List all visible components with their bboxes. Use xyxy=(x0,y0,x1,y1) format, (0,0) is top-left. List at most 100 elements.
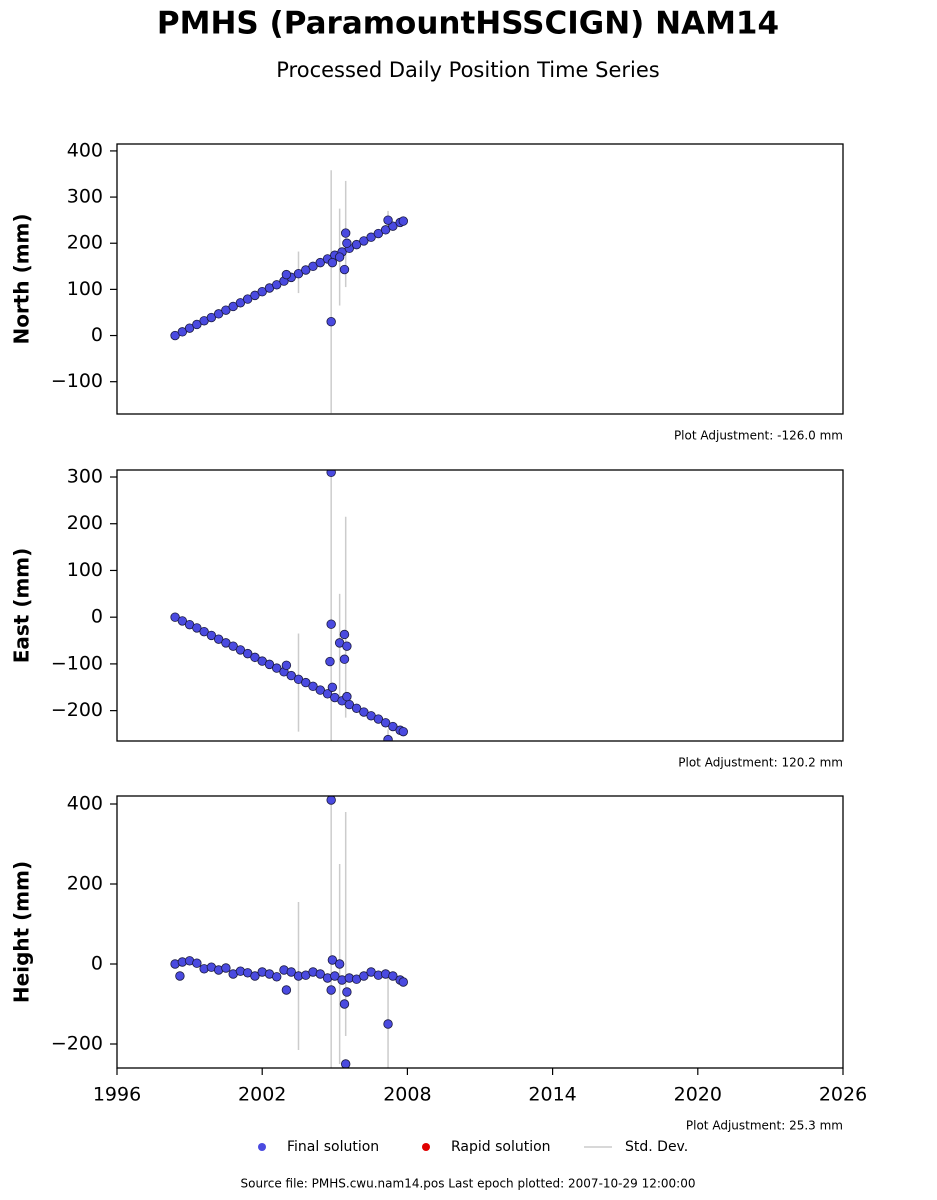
y-tick-label: −100 xyxy=(51,652,103,674)
data-point xyxy=(339,629,350,640)
data-point xyxy=(170,612,180,622)
y-tick-label: 300 xyxy=(67,186,103,208)
data-point xyxy=(322,689,333,699)
data-point xyxy=(326,796,336,805)
data-point xyxy=(383,215,393,225)
x-tick-label: 2020 xyxy=(674,1084,722,1106)
plot-area xyxy=(170,470,408,741)
data-point xyxy=(192,319,202,330)
y-tick-label: −200 xyxy=(51,1033,103,1055)
data-point xyxy=(281,660,292,671)
y-tick-label: 100 xyxy=(67,559,103,581)
y-tick-label: 0 xyxy=(91,324,103,346)
data-point xyxy=(235,645,246,655)
y-tick-label: 0 xyxy=(91,606,103,628)
legend-label: Final solution xyxy=(287,1139,379,1155)
data-point xyxy=(339,999,350,1009)
source-note: Source file: PMHS.cwu.nam14.pos Last epo… xyxy=(241,1177,696,1191)
legend-marker xyxy=(258,1143,266,1151)
data-point xyxy=(184,323,195,333)
y-tick-label: 400 xyxy=(67,793,103,815)
data-point xyxy=(398,977,408,987)
data-point xyxy=(388,721,398,732)
data-point xyxy=(272,280,282,290)
legend-label: Std. Dev. xyxy=(625,1139,688,1155)
data-point xyxy=(342,691,352,702)
data-point xyxy=(326,619,336,629)
data-point xyxy=(206,630,217,641)
y-axis-label: Height (mm) xyxy=(10,861,34,1003)
data-point xyxy=(192,623,202,633)
data-point xyxy=(380,225,391,235)
data-point xyxy=(380,718,391,728)
data-point xyxy=(257,286,267,297)
data-point xyxy=(301,677,311,688)
data-point xyxy=(192,958,202,968)
plot-frame xyxy=(116,143,844,415)
data-point xyxy=(327,682,338,692)
data-point xyxy=(383,1019,393,1029)
data-point xyxy=(327,955,338,965)
data-point xyxy=(301,265,311,275)
data-point xyxy=(315,257,325,268)
data-point xyxy=(327,257,338,268)
data-point xyxy=(293,268,304,279)
data-point xyxy=(339,654,350,664)
data-point xyxy=(177,616,188,626)
data-point xyxy=(351,239,362,250)
data-point xyxy=(373,228,384,239)
data-point xyxy=(221,963,231,973)
data-point xyxy=(221,305,231,315)
data-point xyxy=(398,216,408,226)
data-point xyxy=(199,626,209,637)
data-point xyxy=(340,1059,351,1068)
data-point xyxy=(398,726,408,737)
legend-label: Rapid solution xyxy=(451,1139,551,1155)
data-point xyxy=(286,967,296,977)
plot-annotation: Plot Adjustment: -126.0 mm xyxy=(674,429,843,443)
x-tick-label: 2002 xyxy=(238,1084,286,1106)
y-axis-label: East (mm) xyxy=(10,548,34,664)
plot-frame xyxy=(116,469,844,742)
x-tick-label: 2008 xyxy=(383,1084,431,1106)
data-point xyxy=(308,681,318,692)
data-point xyxy=(281,269,292,280)
y-tick-label: −100 xyxy=(51,370,103,392)
data-point xyxy=(175,971,185,981)
chart-subtitle: Processed Daily Position Time Series xyxy=(276,58,660,82)
data-point xyxy=(213,634,224,644)
data-point xyxy=(242,294,253,304)
data-point xyxy=(308,261,318,272)
data-point xyxy=(250,290,260,301)
y-tick-label: −200 xyxy=(51,699,103,721)
data-point xyxy=(366,232,376,242)
plot-area xyxy=(170,170,408,414)
data-point xyxy=(315,685,325,695)
data-point xyxy=(373,714,384,724)
data-point xyxy=(326,470,336,478)
x-tick-label: 2014 xyxy=(528,1084,576,1106)
x-tick-label: 2026 xyxy=(819,1084,867,1106)
data-point xyxy=(342,238,352,248)
data-point xyxy=(242,648,253,659)
data-point xyxy=(213,309,224,319)
data-point xyxy=(359,707,369,717)
data-point xyxy=(388,971,398,981)
data-point xyxy=(177,327,188,337)
plot-frame xyxy=(116,795,844,1069)
data-point xyxy=(281,985,292,995)
data-point xyxy=(206,312,217,323)
plot-annotation: Plot Adjustment: 25.3 mm xyxy=(686,1119,843,1133)
data-point xyxy=(264,659,275,670)
data-point xyxy=(334,252,345,262)
data-point xyxy=(359,971,369,981)
data-point xyxy=(250,971,260,981)
data-point xyxy=(286,670,296,681)
data-point xyxy=(342,641,352,651)
data-point xyxy=(334,959,345,969)
chart-title: PMHS (ParamountHSSCIGN) NAM14 xyxy=(157,6,779,42)
data-point xyxy=(342,987,352,997)
data-point xyxy=(326,316,336,327)
data-point xyxy=(272,663,282,673)
